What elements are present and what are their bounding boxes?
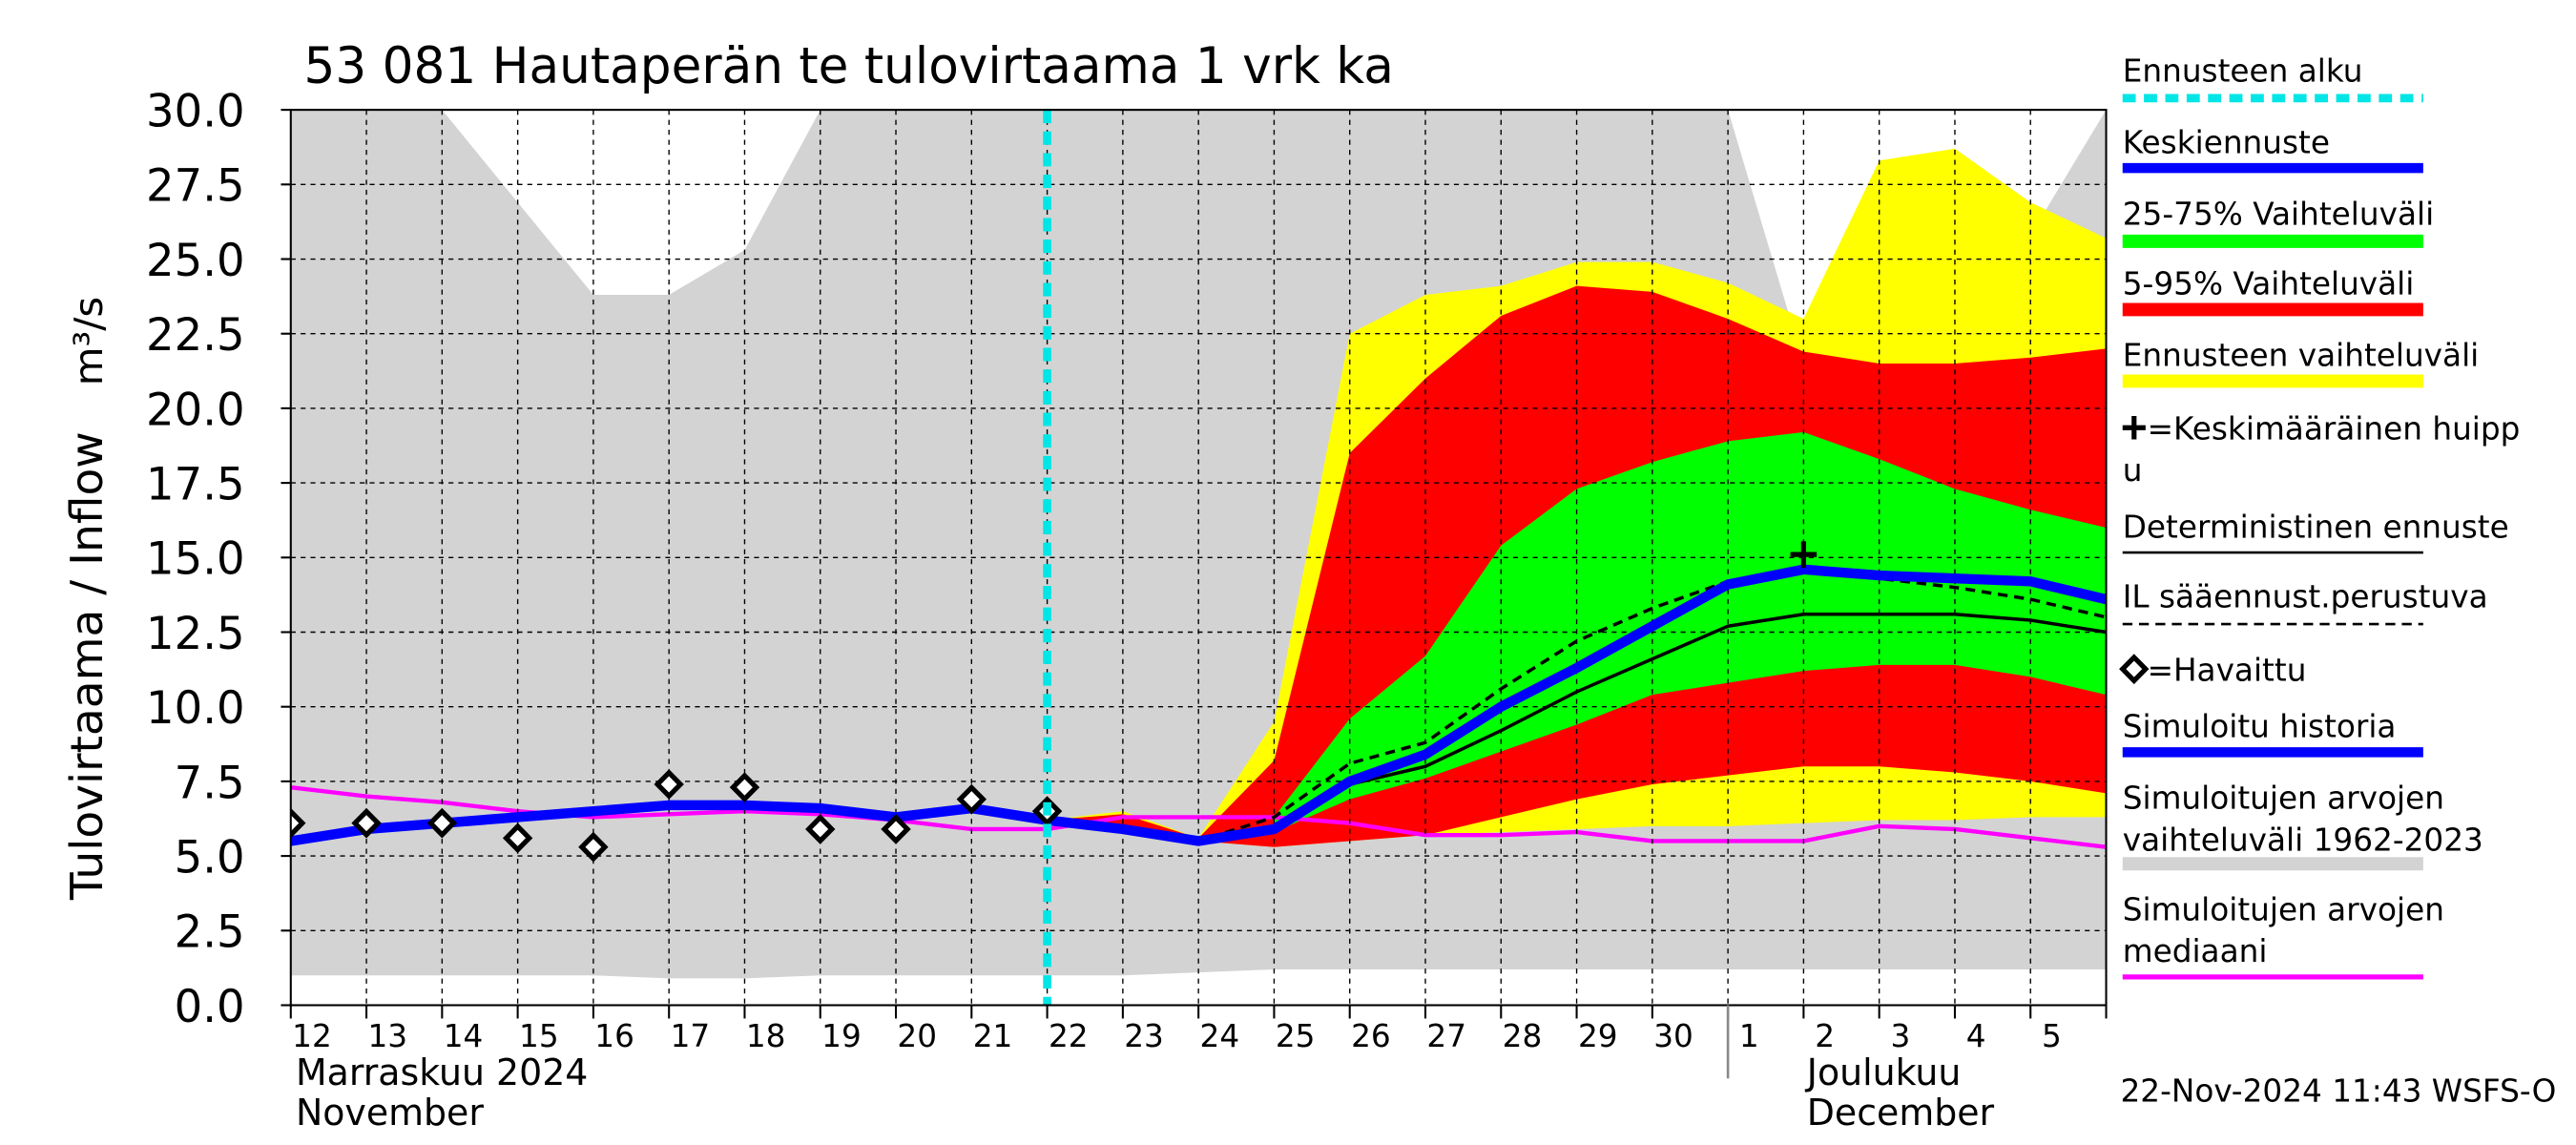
x-tick-label: 25: [1276, 1017, 1316, 1054]
peak-marker: [1790, 541, 1818, 569]
y-axis-label: Tulovirtaama / Inflow: [62, 431, 114, 901]
y-tick-label: 17.5: [146, 459, 245, 510]
x-tick-label: 14: [444, 1017, 484, 1054]
x-tick-label: 2: [1815, 1017, 1835, 1054]
x-tick-label: 19: [821, 1017, 862, 1054]
legend-label: 25-75% Vaihteluväli: [2123, 195, 2434, 232]
y-tick-label: 7.5: [175, 758, 245, 809]
timestamp: 22-Nov-2024 11:43 WSFS-O: [2120, 1072, 2556, 1109]
x-tick-label: 1: [1739, 1017, 1759, 1054]
legend-label: Ennusteen vaihteluväli: [2123, 337, 2480, 374]
observed-marker: [578, 831, 609, 863]
legend-label: Simuloitu historia: [2123, 707, 2397, 744]
legend-label: u: [2123, 451, 2143, 489]
legend: Ennusteen alku Keskiennuste 25-75% Vaihtel…: [2119, 52, 2521, 980]
legend-label: 5-95% Vaihteluväli: [2123, 265, 2415, 302]
x-tick-label: 26: [1351, 1017, 1391, 1054]
legend-label: =Havaittu: [2148, 651, 2307, 688]
series-line: [1047, 571, 2107, 843]
x-tick-label: 17: [671, 1017, 711, 1054]
legend-label: Simuloitujen arvojen: [2123, 779, 2444, 816]
y-tick-label: 25.0: [146, 236, 245, 287]
legend-label: =Keskimääräinen huipp: [2148, 409, 2521, 447]
month-label: November: [296, 1092, 484, 1134]
month-label: Marraskuu 2024: [296, 1051, 588, 1093]
x-tick-label: 23: [1124, 1017, 1164, 1054]
legend-label: Ennusteen alku: [2123, 52, 2363, 89]
x-tick-label: 27: [1426, 1017, 1466, 1054]
y-tick-label: 15.0: [146, 533, 245, 585]
series-line: [1046, 564, 2107, 846]
x-tick-label: 30: [1653, 1017, 1693, 1054]
legend-label: Keskiennuste: [2123, 123, 2330, 160]
legend-label: Simuloitujen arvojen: [2123, 890, 2444, 927]
x-tick-label: 22: [1049, 1017, 1089, 1054]
observed-marker: [805, 814, 836, 844]
x-tick-label: 12: [292, 1017, 332, 1054]
y-tick-label: 0.0: [175, 982, 245, 1033]
x-tick-label: 21: [973, 1017, 1013, 1054]
legend-label: vaihteluväli 1962-2023: [2123, 821, 2483, 858]
legend-label: IL sääennust.perustuva: [2123, 577, 2488, 614]
band: [1274, 431, 2107, 833]
observed-marker: [502, 822, 533, 854]
observed-marker: [881, 814, 911, 844]
y-tick-label: 30.0: [146, 86, 245, 137]
x-tick-label: 4: [1966, 1017, 1986, 1054]
x-tick-label: 13: [367, 1017, 407, 1054]
x-tick-label: 5: [2042, 1017, 2062, 1054]
y-tick-label: 27.5: [146, 160, 245, 212]
y-tick-label: 10.0: [146, 683, 245, 735]
month-label: Joulukuu: [1805, 1051, 1962, 1093]
observed-marker: [351, 807, 382, 839]
y-tick-label: 20.0: [146, 385, 245, 436]
x-tick-label: 3: [1890, 1017, 1910, 1054]
observed-marker: [654, 769, 684, 800]
x-tick-label: 15: [519, 1017, 559, 1054]
series-line: [290, 800, 1049, 846]
legend-label: Deterministinen ennuste: [2123, 508, 2509, 545]
x-tick-label: 18: [746, 1017, 786, 1054]
observed-marker: [956, 783, 987, 815]
y-tick-label: 12.5: [146, 609, 245, 660]
observed-marker: [729, 772, 760, 803]
x-tick-label: 28: [1503, 1017, 1543, 1054]
x-tick-label: 16: [594, 1017, 634, 1054]
legend-label: mediaani: [2123, 932, 2268, 969]
observed-marker: [290, 807, 306, 839]
x-tick-label: 20: [897, 1017, 937, 1054]
y-tick-label: 2.5: [175, 906, 245, 958]
axes: 0.0 2.5 5.0 7.5 10.0 12.5 15.0 17.5 20.0 22.5 25.0…: [62, 86, 2556, 1134]
y-tick-label: 5.0: [175, 832, 245, 884]
y-axis-unit: m³/s: [65, 297, 112, 385]
x-tick-label: 24: [1200, 1017, 1240, 1054]
legend-symbol: [2122, 416, 2146, 440]
plot-area: [290, 110, 2107, 1006]
month-label: December: [1807, 1092, 1995, 1134]
x-tick-label: 29: [1578, 1017, 1618, 1054]
legend-symbol: [2119, 654, 2150, 685]
chart-title: 53 081 Hautaperän te tulovirtaama 1 vrk …: [304, 38, 1394, 95]
y-tick-label: 22.5: [146, 310, 245, 362]
observed-marker: [426, 807, 458, 839]
